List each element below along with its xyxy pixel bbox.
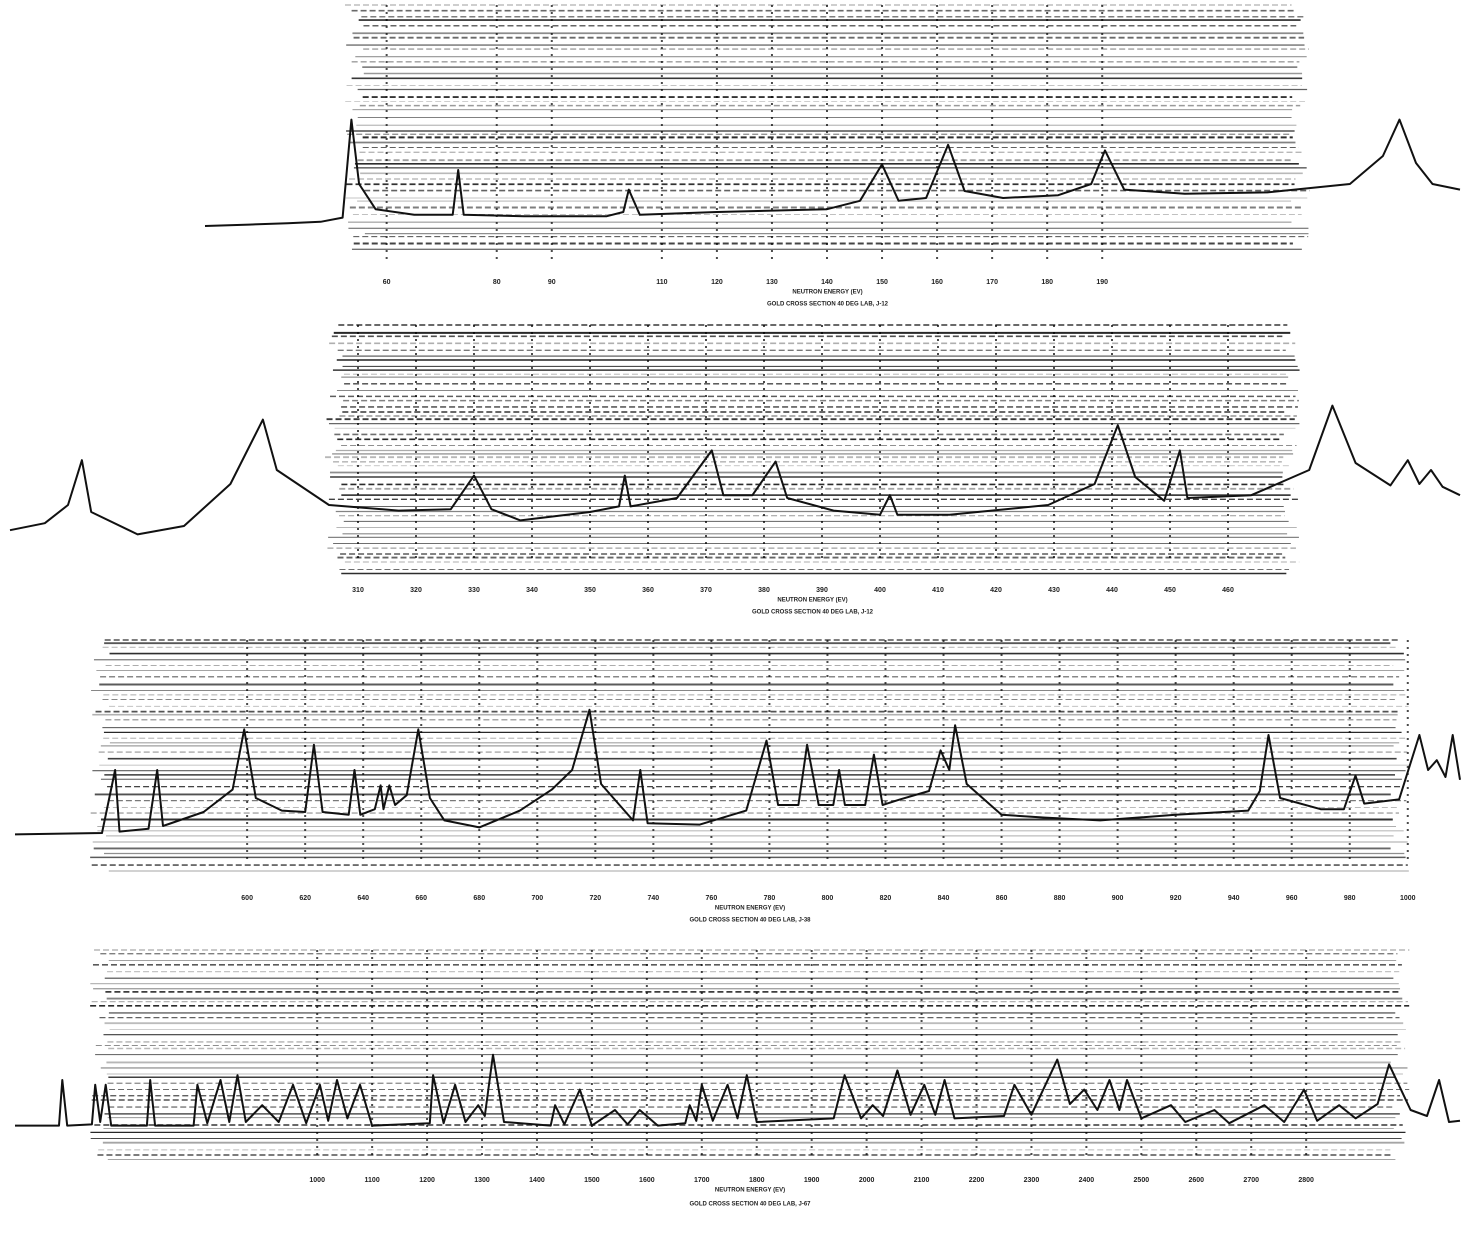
x-tick-label: 170 — [986, 279, 998, 286]
x-tick-label: 1600 — [639, 1177, 655, 1184]
x-tick-label: 450 — [1164, 587, 1176, 594]
x-tick-label: 620 — [299, 895, 311, 902]
x-tick-label: 2200 — [969, 1177, 985, 1184]
x-tick-label: 940 — [1228, 895, 1240, 902]
chart-title: GOLD CROSS SECTION 40 DEG LAB, J-12 — [752, 610, 874, 616]
x-tick-label: 440 — [1106, 587, 1118, 594]
x-tick-label: 360 — [642, 587, 654, 594]
x-tick-label: 2500 — [1134, 1177, 1150, 1184]
x-tick-label: 880 — [1054, 895, 1066, 902]
x-tick-label: 1000 — [1400, 895, 1416, 902]
x-tick-label: 780 — [764, 895, 776, 902]
x-tick-label: 460 — [1222, 587, 1234, 594]
x-tick-label: 2400 — [1079, 1177, 1095, 1184]
x-tick-label: 840 — [938, 895, 950, 902]
x-tick-label: 410 — [932, 587, 944, 594]
x-tick-label: 1300 — [474, 1177, 490, 1184]
x-tick-label: 400 — [874, 587, 886, 594]
x-tick-label: 320 — [410, 587, 422, 594]
x-tick-label: 1700 — [694, 1177, 710, 1184]
x-tick-label: 180 — [1041, 279, 1053, 286]
chart-title: GOLD CROSS SECTION 40 DEG LAB, J-12 — [767, 302, 889, 308]
x-tick-label: 140 — [821, 279, 833, 286]
spectrum-line — [15, 1053, 1461, 1127]
x-tick-label: 2800 — [1298, 1177, 1314, 1184]
x-tick-label: 110 — [656, 279, 667, 286]
x-tick-label: 1100 — [365, 1177, 380, 1184]
x-tick-label: 430 — [1048, 587, 1060, 594]
x-tick-label: 120 — [711, 279, 723, 286]
x-tick-label: 2300 — [1024, 1177, 1040, 1184]
x-tick-label: 720 — [589, 895, 601, 902]
x-tick-label: 1000 — [309, 1177, 325, 1184]
x-tick-label: 1400 — [529, 1177, 545, 1184]
x-tick-label: 1900 — [804, 1177, 820, 1184]
x-tick-label: 600 — [241, 895, 253, 902]
x-tick-label: 860 — [996, 895, 1008, 902]
x-tick-label: 760 — [706, 895, 718, 902]
x-tick-label: 160 — [931, 279, 943, 286]
x-tick-label: 2000 — [859, 1177, 875, 1184]
x-axis-label: NEUTRON ENERGY (EV) — [715, 1188, 785, 1194]
x-tick-label: 2100 — [914, 1177, 930, 1184]
spectrum-line — [9, 404, 1461, 536]
x-tick-label: 920 — [1170, 895, 1182, 902]
x-tick-label: 740 — [648, 895, 660, 902]
x-tick-label: 820 — [880, 895, 892, 902]
x-tick-label: 1800 — [749, 1177, 765, 1184]
x-tick-label: 370 — [700, 587, 712, 594]
x-tick-label: 800 — [822, 895, 834, 902]
x-tick-label: 2600 — [1188, 1177, 1204, 1184]
x-tick-label: 90 — [548, 279, 556, 286]
x-tick-label: 190 — [1096, 279, 1108, 286]
x-axis-label: NEUTRON ENERGY (EV) — [792, 290, 862, 296]
x-tick-label: 1200 — [419, 1177, 435, 1184]
x-tick-label: 80 — [493, 279, 501, 286]
x-tick-label: 1500 — [584, 1177, 600, 1184]
x-tick-label: 330 — [468, 587, 480, 594]
x-tick-label: 60 — [383, 279, 391, 286]
x-tick-label: 660 — [415, 895, 427, 902]
x-tick-label: 420 — [990, 587, 1002, 594]
x-tick-label: 2700 — [1243, 1177, 1259, 1184]
x-tick-label: 130 — [766, 279, 778, 286]
x-tick-label: 390 — [816, 587, 828, 594]
chart-title: GOLD CROSS SECTION 40 DEG LAB, J-67 — [689, 1202, 811, 1208]
x-tick-label: 980 — [1344, 895, 1356, 902]
x-tick-label: 350 — [584, 587, 596, 594]
x-tick-label: 700 — [531, 895, 543, 902]
x-axis-label: NEUTRON ENERGY (EV) — [777, 598, 847, 604]
spectrum-line — [204, 118, 1461, 227]
spectrum-line — [14, 708, 1461, 836]
x-tick-label: 960 — [1286, 895, 1298, 902]
x-tick-label: 340 — [526, 587, 538, 594]
x-tick-label: 640 — [357, 895, 369, 902]
x-tick-label: 680 — [473, 895, 485, 902]
x-tick-label: 380 — [758, 587, 770, 594]
x-tick-label: 900 — [1112, 895, 1124, 902]
x-tick-label: 150 — [876, 279, 888, 286]
chart-title: GOLD CROSS SECTION 40 DEG LAB, J-38 — [689, 918, 811, 924]
x-axis-label: NEUTRON ENERGY (EV) — [715, 906, 785, 912]
x-tick-label: 310 — [352, 587, 364, 594]
